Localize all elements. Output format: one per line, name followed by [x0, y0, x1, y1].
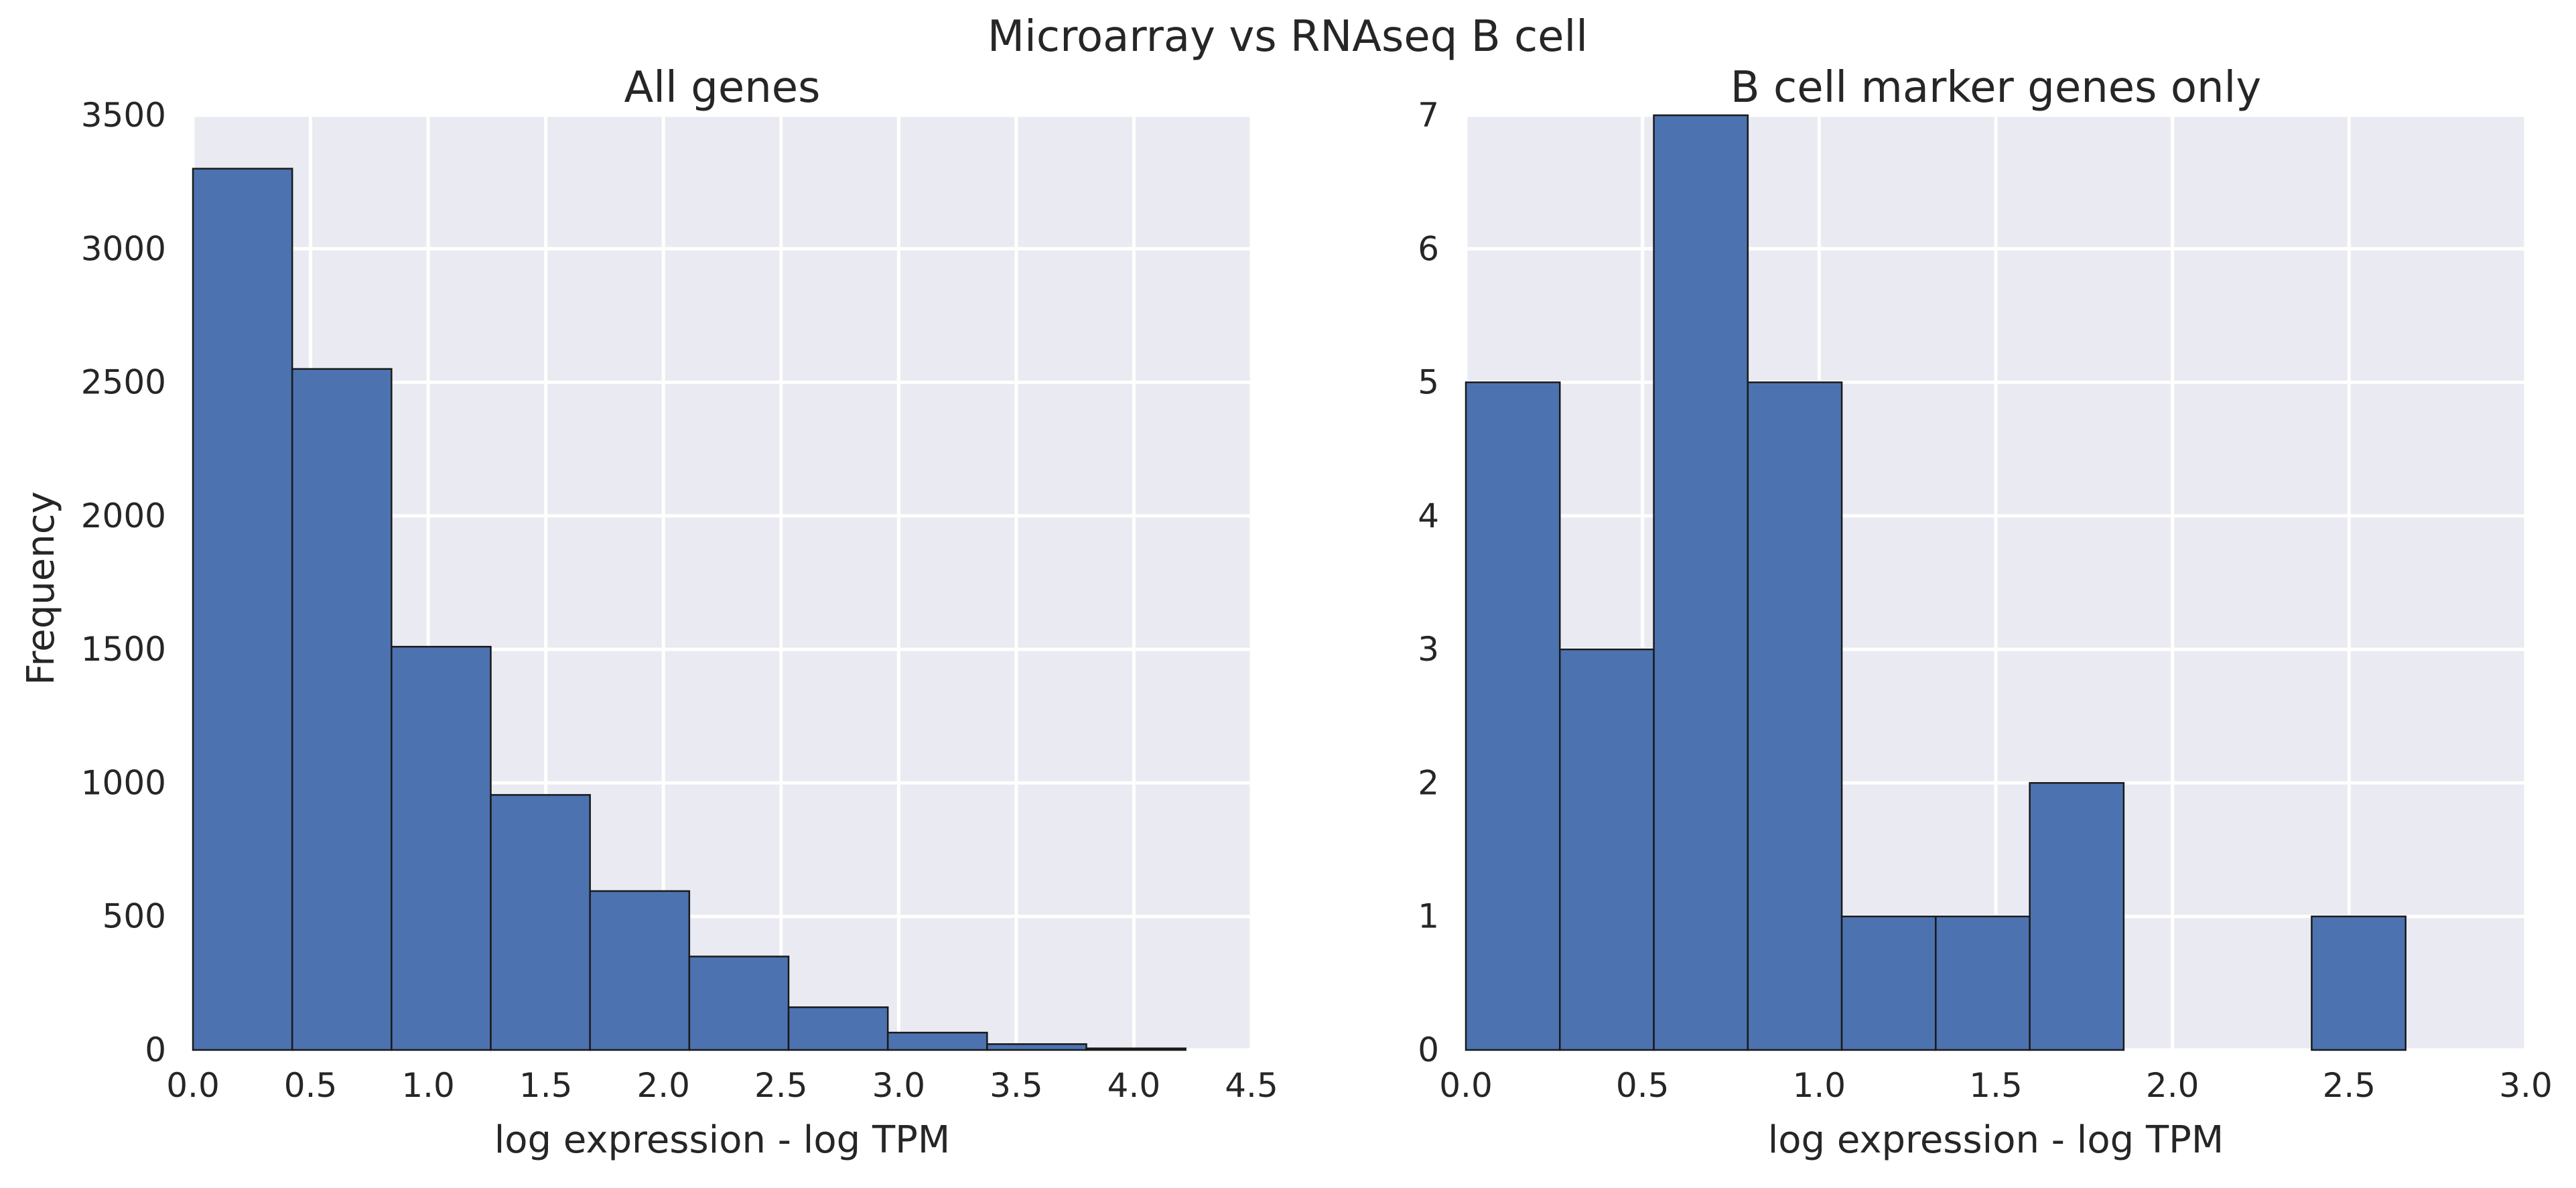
histogram-bar	[391, 645, 492, 1051]
histogram-bar	[986, 1043, 1087, 1051]
histogram-bar	[886, 1031, 988, 1051]
x-tick-label: 3.0	[872, 1066, 926, 1105]
y-tick-label: 1000	[81, 763, 166, 802]
y-tick-label: 1500	[81, 630, 166, 669]
histogram-bar	[787, 1006, 889, 1051]
histogram-bar	[2311, 915, 2406, 1051]
y-axis-label: Frequency	[19, 491, 63, 685]
y-tick-label: 0	[145, 1031, 166, 1069]
x-tick-label: 1.5	[519, 1066, 573, 1105]
histogram-bar	[1465, 381, 1561, 1051]
y-tick-label: 3	[1418, 630, 1439, 669]
x-tick-label: 1.5	[1969, 1066, 2023, 1105]
x-tick-label: 3.5	[990, 1066, 1043, 1105]
panel-title: B cell marker genes only	[1731, 63, 2261, 113]
histogram-bar	[291, 368, 393, 1051]
x-tick-label: 0.5	[1616, 1066, 1670, 1105]
y-tick-label: 2	[1418, 763, 1439, 802]
x-tick-label: 0.0	[166, 1066, 220, 1105]
y-tick-label: 0	[1418, 1031, 1439, 1069]
y-tick-label: 3000	[81, 229, 166, 268]
x-tick-label: 0.5	[284, 1066, 338, 1105]
histogram-bar	[688, 955, 790, 1051]
x-tick-label: 1.0	[1793, 1066, 1846, 1105]
x-tick-label: 4.0	[1107, 1066, 1161, 1105]
y-tick-label: 5	[1418, 363, 1439, 402]
y-tick-label: 3500	[81, 96, 166, 135]
x-axis-label: log expression - log TPM	[494, 1118, 951, 1162]
y-tick-label: 2500	[81, 363, 166, 402]
y-tick-label: 6	[1418, 229, 1439, 268]
histogram-bar	[490, 794, 591, 1051]
histogram-bar	[1653, 114, 1749, 1051]
histogram-bar	[1747, 381, 1843, 1051]
figure-title: Microarray vs RNAseq B cell	[988, 12, 1588, 62]
histogram-bar	[1085, 1047, 1187, 1051]
histogram-bar	[2029, 782, 2125, 1051]
y-tick-label: 4	[1418, 497, 1439, 535]
x-tick-label: 1.0	[401, 1066, 455, 1105]
panel-title: All genes	[624, 63, 821, 113]
histogram-bar	[589, 890, 691, 1051]
x-tick-label: 2.5	[2323, 1066, 2376, 1105]
y-tick-label: 1	[1418, 897, 1439, 936]
x-tick-label: 2.5	[754, 1066, 808, 1105]
y-tick-label: 7	[1418, 96, 1439, 135]
histogram-bar	[192, 168, 293, 1051]
x-tick-label: 3.0	[2499, 1066, 2553, 1105]
x-tick-label: 4.5	[1225, 1066, 1278, 1105]
x-tick-label: 0.0	[1439, 1066, 1493, 1105]
x-tick-label: 2.0	[2146, 1066, 2199, 1105]
x-axis-label: log expression - log TPM	[1768, 1118, 2224, 1162]
y-tick-label: 2000	[81, 497, 166, 535]
x-tick-label: 2.0	[636, 1066, 690, 1105]
histogram-bar	[1935, 915, 2031, 1051]
y-tick-label: 500	[103, 897, 166, 936]
histogram-bar	[1559, 648, 1655, 1051]
histogram-bar	[1840, 915, 1937, 1051]
